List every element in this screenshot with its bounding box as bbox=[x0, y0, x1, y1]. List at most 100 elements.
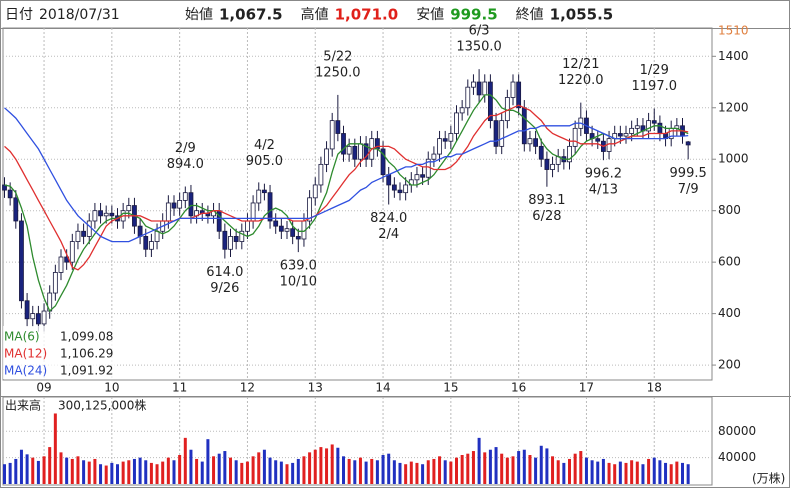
volume-bar bbox=[217, 453, 221, 484]
candle-body bbox=[148, 241, 154, 250]
candle-body bbox=[233, 236, 239, 242]
candle-body bbox=[182, 192, 188, 201]
volume-bar bbox=[630, 460, 634, 484]
volume-bar bbox=[132, 458, 136, 484]
candle-body bbox=[431, 153, 437, 160]
candle-body bbox=[165, 202, 171, 222]
volume-bar bbox=[505, 457, 509, 484]
annotation-date: 12/21 bbox=[562, 57, 599, 72]
volume-bar bbox=[421, 464, 425, 484]
volume-bar bbox=[375, 460, 379, 484]
volume-bar bbox=[568, 458, 571, 484]
header-value: 1,071.0 bbox=[335, 6, 399, 24]
candle-body bbox=[420, 174, 426, 178]
candle-body bbox=[335, 120, 341, 134]
x-tick-label: 14 bbox=[375, 381, 390, 395]
volume-bar bbox=[658, 460, 662, 484]
candle-body bbox=[442, 138, 448, 142]
header-label: 終値 bbox=[516, 7, 544, 23]
volume-bar bbox=[189, 449, 193, 484]
volume-bar bbox=[500, 453, 504, 484]
volume-bar bbox=[488, 449, 492, 484]
volume-bar bbox=[116, 464, 119, 484]
volume-bar bbox=[285, 464, 289, 484]
candle-body bbox=[358, 143, 363, 160]
volume-bar bbox=[36, 460, 40, 484]
annotation-price: 614.0 bbox=[206, 265, 243, 280]
candle-body bbox=[363, 143, 369, 160]
volume-bar bbox=[149, 462, 153, 484]
y-tick-label: 200 bbox=[718, 358, 741, 372]
header-label: 高値 bbox=[301, 6, 329, 23]
header-label: 始値 bbox=[185, 7, 213, 23]
volume-bar bbox=[460, 455, 464, 484]
volume-bar bbox=[319, 447, 323, 484]
volume-bar bbox=[308, 452, 312, 484]
candle-body bbox=[171, 202, 177, 209]
legend-value: 1,106.29 bbox=[60, 347, 113, 361]
annotation-date: 5/22 bbox=[323, 49, 352, 64]
candle-body bbox=[109, 212, 115, 217]
candle-body bbox=[521, 107, 527, 145]
candle-body bbox=[476, 81, 482, 96]
price-panel bbox=[2, 27, 713, 381]
volume-bar bbox=[336, 447, 340, 484]
volume-bar bbox=[466, 453, 470, 484]
annotation-price: 996.2 bbox=[585, 167, 622, 182]
candle-body bbox=[137, 225, 143, 237]
candle-body bbox=[143, 236, 149, 250]
y-tick-label: 800 bbox=[718, 203, 741, 217]
volume-bar bbox=[681, 462, 684, 484]
volume-bar bbox=[313, 449, 317, 484]
volume-bar bbox=[82, 460, 86, 484]
volume-bar bbox=[19, 449, 23, 484]
volume-bar bbox=[528, 455, 532, 484]
annotation-date: 4/2 bbox=[254, 138, 275, 153]
annotation-price: 1350.0 bbox=[456, 40, 502, 55]
volume-bar bbox=[161, 461, 165, 484]
volume-bar bbox=[262, 449, 266, 484]
candle-body bbox=[103, 212, 109, 217]
volume-bar bbox=[42, 456, 46, 484]
candle-body bbox=[318, 163, 324, 186]
candle-body bbox=[341, 133, 346, 155]
volume-bar bbox=[212, 456, 216, 484]
volume-bar bbox=[195, 458, 199, 484]
volume-bar bbox=[347, 458, 351, 484]
candle-body bbox=[154, 230, 160, 242]
volume-bar bbox=[257, 452, 261, 484]
volume-bar bbox=[539, 445, 543, 484]
candle-body bbox=[329, 120, 335, 150]
volume-bar bbox=[455, 457, 458, 484]
candle-body bbox=[493, 120, 499, 147]
volume-bar bbox=[48, 447, 52, 484]
candle-body bbox=[403, 184, 409, 194]
volume-bar bbox=[545, 448, 549, 484]
candle-body bbox=[454, 112, 459, 134]
volume-bar bbox=[138, 457, 142, 484]
volume-bar bbox=[296, 458, 300, 484]
candle-body bbox=[86, 220, 92, 237]
candle-body bbox=[510, 81, 516, 98]
candle-body bbox=[527, 138, 533, 145]
volume-panel bbox=[2, 396, 713, 486]
candle-body bbox=[98, 210, 103, 217]
volume-bar bbox=[31, 457, 35, 484]
y-max-label: 1510 bbox=[718, 24, 749, 38]
candle-body bbox=[646, 120, 651, 132]
x-tick-label: 17 bbox=[579, 381, 594, 395]
candle-body bbox=[284, 228, 290, 232]
y-tick-label: 1000 bbox=[718, 152, 749, 166]
volume-bar bbox=[353, 460, 357, 484]
header-value: 999.5 bbox=[450, 6, 497, 24]
volume-bar bbox=[522, 449, 526, 484]
candle-body bbox=[567, 145, 572, 163]
volume-bar bbox=[483, 452, 487, 484]
candle-body bbox=[572, 127, 578, 147]
y-tick-label: 400 bbox=[718, 306, 741, 320]
volume-bar bbox=[534, 457, 538, 484]
candle-body bbox=[75, 230, 81, 242]
candle-body bbox=[499, 120, 505, 147]
